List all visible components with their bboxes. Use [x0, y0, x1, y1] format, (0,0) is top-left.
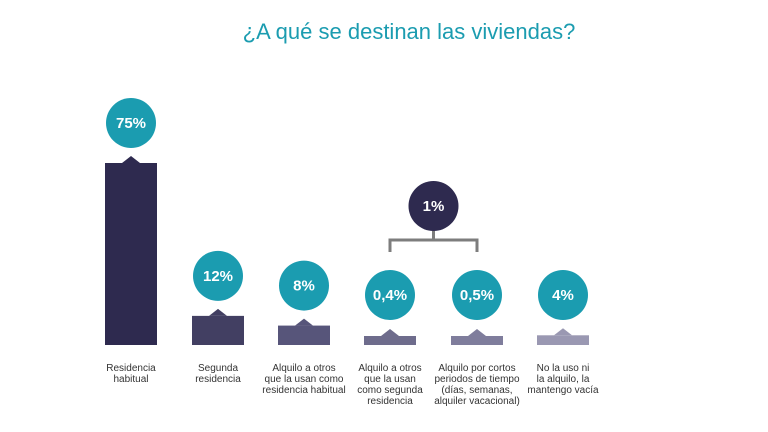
data-label-2: 12% — [203, 268, 233, 285]
bar-caret-4 — [381, 329, 399, 336]
data-label-4: 0,4% — [373, 287, 407, 304]
category-label-1: Residencia habitual — [106, 363, 156, 385]
bar-caret-2 — [209, 308, 227, 316]
bars-layer — [105, 156, 589, 345]
bar-caret-3 — [295, 318, 313, 326]
value-bubble-6 — [538, 270, 588, 320]
bar-2 — [192, 315, 244, 345]
value-bubble-1 — [106, 98, 156, 148]
category-label-6: No la uso ni la alquilo, la mantengo vacía — [527, 363, 599, 396]
bar-caret-5 — [468, 329, 486, 336]
group-bubble — [408, 181, 459, 231]
bar-5 — [451, 336, 503, 345]
group-bracket — [388, 230, 479, 252]
category-label-3: Alquilo a otros que la usan como residenci… — [262, 363, 345, 396]
bar-caret-6 — [554, 328, 572, 336]
data-label-3: 8% — [293, 278, 315, 295]
bar-3 — [278, 325, 330, 345]
data-label-5: 0,5% — [460, 287, 494, 304]
value-bubble-4 — [365, 270, 415, 320]
category-label-2: Segunda residencia — [195, 363, 241, 385]
category-label-4: Alquilo a otros que la usan como segunda re… — [357, 363, 423, 407]
value-bubble-3 — [279, 260, 329, 311]
bar-4 — [364, 336, 416, 345]
chart-title: ¿A qué se destinan las viviendas? — [243, 19, 576, 44]
data-label-6: 4% — [552, 287, 574, 304]
bubbles-layer: 75% 12% 8% 0,4% 0,5% 4% 1% — [106, 98, 588, 320]
value-bubble-2 — [193, 250, 243, 301]
group-data-label: 1% — [423, 198, 445, 215]
value-bubble-5 — [452, 270, 502, 320]
bar-1 — [105, 163, 157, 345]
data-label-1: 75% — [116, 115, 146, 132]
bar-caret-1 — [122, 156, 140, 163]
category-labels: Residencia habitual Segunda residencia Alqui… — [106, 363, 599, 407]
bar-6 — [537, 335, 589, 345]
category-label-5: Alquilo por cortos periodos de tiempo (día… — [434, 363, 520, 407]
